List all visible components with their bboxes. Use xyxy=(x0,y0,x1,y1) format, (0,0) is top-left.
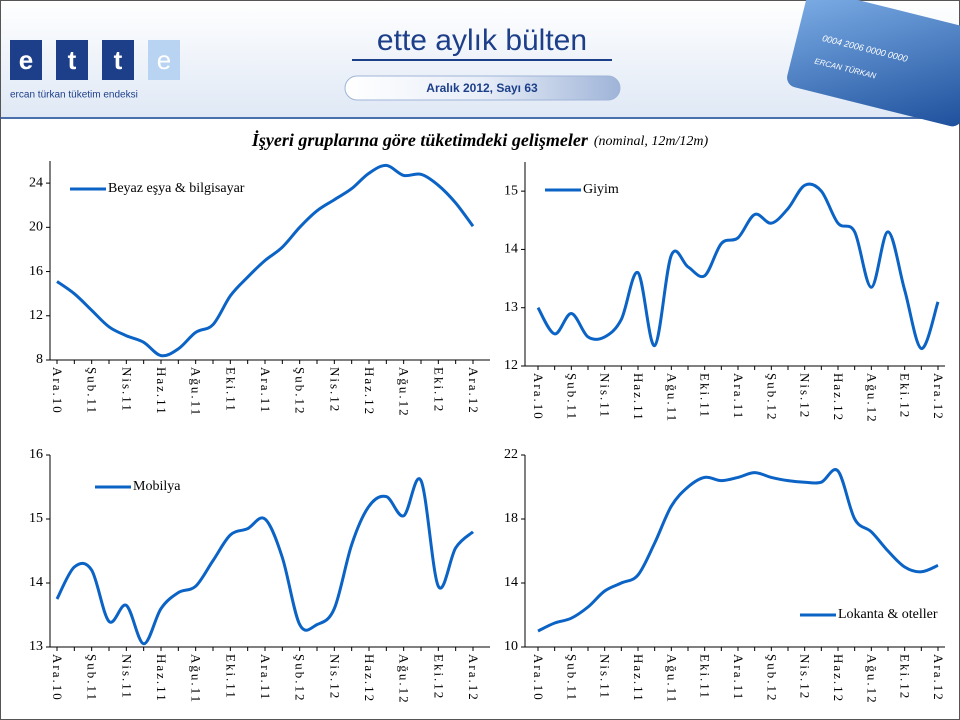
legend-label: Lokanta & oteller xyxy=(838,607,938,622)
x-tick-label: Nis.12 xyxy=(798,654,813,700)
y-tick-label: 18 xyxy=(504,511,518,526)
logo-letter: e xyxy=(157,45,171,75)
y-tick-label: 14 xyxy=(504,242,518,257)
x-tick-label: Nis.11 xyxy=(598,654,613,700)
x-tick-label: Ara.10 xyxy=(50,367,65,415)
y-tick-label: 12 xyxy=(504,358,518,373)
x-tick-label: Ara.12 xyxy=(931,373,946,421)
x-tick-label: Haz.11 xyxy=(631,654,646,703)
x-tick-label: Şub.11 xyxy=(564,654,579,702)
x-tick-label: Ara.11 xyxy=(731,373,746,420)
logo-letter: t xyxy=(68,45,77,75)
issue: Aralık 2012, Sayı 63 xyxy=(426,81,538,95)
x-tick-label: Haz.12 xyxy=(362,654,377,703)
x-tick-label: Haz.12 xyxy=(362,367,377,416)
x-tick-label: Şub.11 xyxy=(85,654,100,702)
x-tick-label: Haz.11 xyxy=(631,373,646,422)
y-tick-label: 12 xyxy=(29,308,43,323)
heading-note: (nominal, 12m/12m) xyxy=(594,134,709,149)
x-tick-label: Ağu.11 xyxy=(664,654,679,704)
x-tick-label: Ağu.11 xyxy=(664,373,679,423)
x-tick-label: Ara.12 xyxy=(466,654,481,702)
x-tick-label: Şub.12 xyxy=(293,367,308,415)
x-tick-label: Ara.10 xyxy=(50,654,65,702)
series-line xyxy=(55,477,475,646)
y-tick-label: 13 xyxy=(504,300,518,315)
logo: e t t e ercan türkan tüketim endeksi xyxy=(10,40,180,101)
bulletin-title: ette aylık bülten xyxy=(377,24,587,57)
heading: İşyeri gruplarına göre tüketimdeki geliş… xyxy=(251,129,709,150)
x-tick-label: Nis.11 xyxy=(598,373,613,419)
x-tick-label: Eki.12 xyxy=(431,367,446,413)
x-tick-label: Ağu.12 xyxy=(864,373,879,424)
x-tick-label: Eki.11 xyxy=(698,654,713,700)
x-tick-label: Nis.12 xyxy=(327,367,342,413)
series-line xyxy=(537,468,939,633)
y-tick-label: 8 xyxy=(36,352,43,367)
x-tick-label: Haz.11 xyxy=(154,367,169,416)
y-tick-label: 13 xyxy=(29,639,43,654)
x-tick-label: Ağu.12 xyxy=(397,654,412,705)
x-tick-label: Ağu.12 xyxy=(397,367,412,418)
x-tick-label: Ağu.11 xyxy=(189,367,204,417)
heading-text: İşyeri gruplarına göre tüketimdeki geliş… xyxy=(251,129,589,150)
x-tick-label: Eki.11 xyxy=(223,367,238,413)
x-tick-label: Ara.11 xyxy=(258,367,273,414)
y-tick-label: 16 xyxy=(29,447,43,462)
legend-label: Mobilya xyxy=(133,479,181,494)
x-tick-label: Ağu.11 xyxy=(189,654,204,704)
legend-label: Giyim xyxy=(583,182,619,197)
y-tick-label: 16 xyxy=(29,264,43,279)
x-tick-label: Ara.10 xyxy=(531,654,546,702)
x-tick-label: Ara.11 xyxy=(731,654,746,701)
issue-pill xyxy=(344,75,621,101)
x-tick-label: Eki.12 xyxy=(898,373,913,419)
x-tick-label: Nis.11 xyxy=(119,654,134,700)
x-tick-label: Şub.11 xyxy=(564,373,579,421)
x-tick-label: Haz.11 xyxy=(154,654,169,703)
x-tick-label: Eki.12 xyxy=(431,654,446,700)
x-tick-label: Ağu.12 xyxy=(864,654,879,705)
y-tick-label: 15 xyxy=(29,511,43,526)
x-tick-label: Şub.12 xyxy=(293,654,308,702)
logo-caption: ercan türkan tüketim endeksi xyxy=(10,90,138,101)
y-tick-label: 14 xyxy=(504,575,518,590)
series-line xyxy=(56,163,475,358)
x-tick-label: Şub.11 xyxy=(85,367,100,415)
x-tick-label: Ara.12 xyxy=(466,367,481,415)
logo-letter: t xyxy=(114,45,123,75)
y-tick-label: 22 xyxy=(504,447,518,462)
y-tick-label: 20 xyxy=(29,220,43,235)
x-tick-label: Şub.12 xyxy=(764,654,779,702)
y-tick-label: 15 xyxy=(504,183,518,198)
x-tick-label: Haz.12 xyxy=(831,373,846,422)
x-tick-label: Eki.11 xyxy=(698,373,713,419)
x-tick-label: Eki.12 xyxy=(898,654,913,700)
legend-label: Beyaz eşya & bilgisayar xyxy=(108,181,245,196)
y-tick-label: 24 xyxy=(29,175,43,190)
logo-letter: e xyxy=(19,45,33,75)
y-tick-label: 10 xyxy=(504,639,518,654)
series-line xyxy=(536,182,940,351)
x-tick-label: Eki.11 xyxy=(223,654,238,700)
card: 0004 2006 0000 0000 ERCAN TÜRKAN xyxy=(787,0,960,127)
x-tick-label: Şub.12 xyxy=(764,373,779,421)
x-tick-label: Ara.11 xyxy=(258,654,273,701)
x-tick-label: Ara.12 xyxy=(931,654,946,702)
x-tick-label: Ara.10 xyxy=(531,373,546,421)
x-tick-label: Nis.11 xyxy=(119,367,134,413)
x-tick-label: Nis.12 xyxy=(327,654,342,700)
x-tick-label: Haz.12 xyxy=(831,654,846,703)
y-tick-label: 14 xyxy=(29,575,43,590)
x-tick-label: Nis.12 xyxy=(798,373,813,419)
